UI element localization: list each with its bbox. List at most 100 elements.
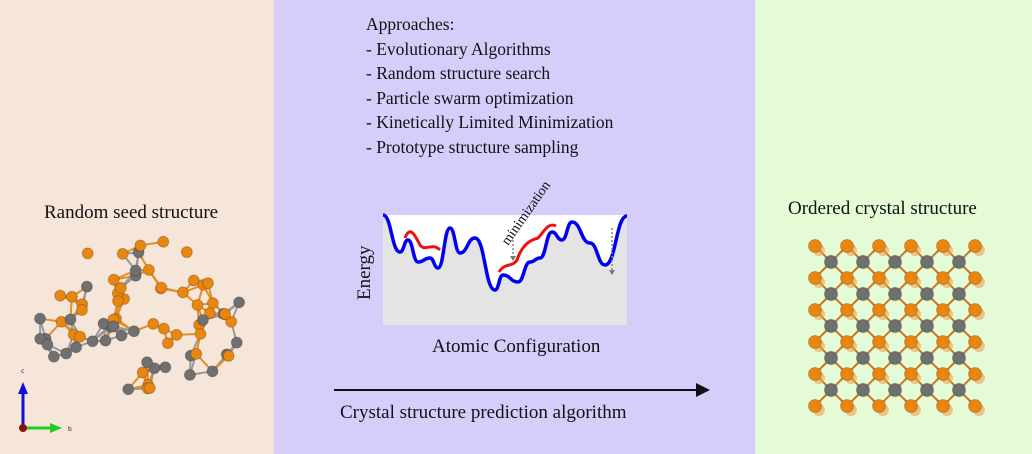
atom-orange — [190, 347, 203, 360]
atom-orange — [808, 335, 822, 349]
atom-orange — [904, 367, 918, 381]
atom-orange — [904, 399, 918, 413]
search-path-left — [403, 230, 442, 252]
atom-gray — [206, 365, 219, 378]
atom-orange — [872, 303, 886, 317]
atom-orange — [840, 335, 854, 349]
atom-gray — [920, 383, 934, 397]
atom-gray — [888, 383, 902, 397]
atom-gray — [233, 296, 246, 309]
atom-orange — [74, 330, 87, 343]
energy-landscape — [382, 213, 628, 325]
atom-gray — [856, 383, 870, 397]
atom-gray — [824, 255, 838, 269]
atom-gray — [888, 351, 902, 365]
config-axis-label: Atomic Configuration — [432, 336, 601, 357]
atom-orange — [157, 322, 170, 335]
ordered-crystal-panel — [755, 0, 1032, 454]
search-path-right — [497, 223, 557, 273]
atom-orange — [840, 367, 854, 381]
svg-text:c: c — [21, 368, 24, 375]
atom-orange — [968, 239, 982, 253]
process-label: Crystal structure prediction algorithm — [340, 402, 627, 423]
atom-orange — [155, 281, 168, 294]
ordered-crystal — [808, 239, 985, 416]
random-seed-title: Random seed structure — [44, 202, 219, 223]
c-axis-arrow — [18, 382, 28, 394]
atom-gray — [196, 314, 209, 327]
atom-gray — [80, 280, 93, 293]
atom-gray — [99, 334, 112, 347]
atom-gray — [60, 347, 73, 360]
atom-gray — [952, 255, 966, 269]
atom-gray — [115, 329, 128, 342]
approach-item: - Particle swarm optimization — [366, 87, 574, 108]
atom-orange — [904, 303, 918, 317]
atom-orange — [904, 335, 918, 349]
atom-orange — [872, 239, 886, 253]
approach-item: - Kinetically Limited Minimization — [366, 112, 614, 132]
atom-orange — [968, 271, 982, 285]
atom-orange — [194, 327, 207, 340]
atom-gray — [824, 351, 838, 365]
minimization-arrowhead — [510, 256, 516, 261]
atom-orange — [808, 303, 822, 317]
atom-gray — [856, 351, 870, 365]
atom-gray — [47, 350, 60, 363]
atom-orange — [936, 271, 950, 285]
atom-gray — [34, 312, 47, 325]
atom-orange — [808, 271, 822, 285]
atom-orange — [872, 399, 886, 413]
atom-orange — [134, 239, 147, 252]
atom-orange — [191, 299, 204, 312]
atom-gray — [230, 336, 243, 349]
atom-orange — [176, 286, 189, 299]
process-arrowhead — [696, 383, 710, 397]
atom-gray — [129, 264, 142, 277]
atom-gray — [159, 361, 172, 374]
atom-gray — [141, 356, 154, 369]
atom-gray — [920, 287, 934, 301]
atom-gray — [41, 338, 54, 351]
atom-gray — [127, 325, 140, 338]
atom-gray — [888, 287, 902, 301]
minimization-arrowhead-2 — [609, 270, 615, 275]
atom-gray — [952, 319, 966, 333]
atom-orange — [840, 271, 854, 285]
atom-orange — [54, 289, 67, 302]
atom-orange — [225, 315, 238, 328]
atom-orange — [112, 295, 125, 308]
atom-orange — [840, 303, 854, 317]
atom-orange — [808, 367, 822, 381]
atom-orange — [143, 382, 156, 395]
atom-orange — [872, 367, 886, 381]
atom-gray — [824, 319, 838, 333]
atom-gray — [148, 362, 161, 375]
atom-gray — [888, 319, 902, 333]
atom-orange — [936, 399, 950, 413]
atom-gray — [856, 319, 870, 333]
atom-gray — [920, 255, 934, 269]
atom-orange — [968, 303, 982, 317]
atom-gray — [920, 319, 934, 333]
atom-gray — [952, 287, 966, 301]
approaches-heading: Approaches: — [366, 14, 455, 34]
atom-orange — [968, 335, 982, 349]
axis-indicator: c b — [18, 368, 72, 433]
atom-orange — [180, 246, 193, 259]
atom-gray — [64, 313, 77, 326]
atom-gray — [183, 368, 196, 381]
atom-orange — [222, 349, 235, 362]
atom-gray — [920, 351, 934, 365]
atom-orange — [968, 399, 982, 413]
atom-gray — [86, 335, 99, 348]
approach-item: - Prototype structure sampling — [366, 136, 579, 157]
ordered-crystal-title: Ordered crystal structure — [788, 198, 977, 219]
atom-orange — [81, 247, 94, 260]
atom-orange — [201, 277, 214, 290]
energy-axis-label: Energy — [354, 245, 375, 300]
atom-gray — [122, 383, 135, 396]
atom-orange — [206, 297, 219, 310]
atom-orange — [840, 399, 854, 413]
atom-orange — [142, 263, 155, 276]
